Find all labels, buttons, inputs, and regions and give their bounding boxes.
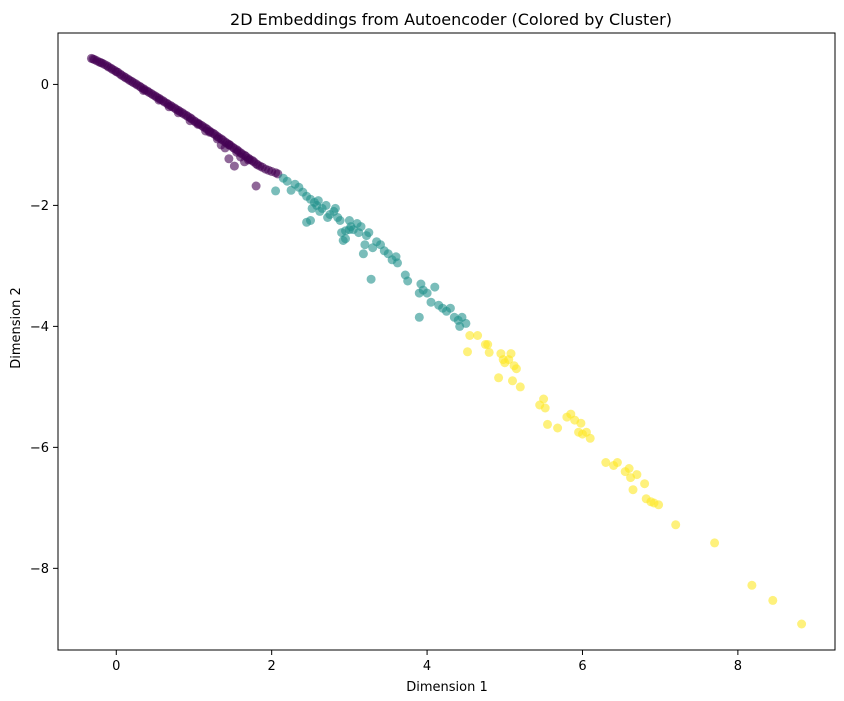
- data-point-cluster-1: [426, 297, 436, 307]
- y-tick-label: −8: [30, 562, 49, 577]
- plot-area: [86, 53, 807, 629]
- data-point-cluster-2: [628, 485, 638, 495]
- y-tick-label: −2: [30, 199, 49, 214]
- data-point-cluster-2: [494, 373, 504, 383]
- data-point-cluster-2: [601, 458, 611, 467]
- data-point-cluster-1: [366, 274, 376, 284]
- data-point-cluster-2: [515, 382, 525, 392]
- data-point-cluster-2: [640, 479, 650, 489]
- x-tick-label: 2: [268, 659, 276, 674]
- data-point-cluster-2: [463, 347, 472, 357]
- axes: 0 2 4 6 8 0 −2 −4 −6 −8: [30, 32, 836, 674]
- x-tick-label: 8: [734, 659, 742, 674]
- data-point-cluster-1: [271, 186, 281, 196]
- data-point-cluster-0: [220, 143, 230, 153]
- x-tick-label: 6: [578, 659, 586, 674]
- data-point-cluster-1: [445, 303, 455, 313]
- chart-title: 2D Embeddings from Autoencoder (Colored …: [230, 10, 672, 29]
- data-point-cluster-2: [585, 433, 595, 443]
- y-tick-label: −6: [30, 441, 49, 456]
- data-point-cluster-2: [506, 349, 516, 359]
- x-tick-label: 4: [423, 659, 431, 674]
- data-point-cluster-2: [797, 619, 807, 629]
- data-point-cluster-2: [465, 331, 475, 340]
- data-point-cluster-2: [612, 458, 622, 467]
- data-point-cluster-2: [654, 500, 664, 510]
- data-point-cluster-1: [282, 176, 292, 186]
- data-point-cluster-1: [461, 318, 471, 328]
- data-point-cluster-2: [747, 580, 757, 590]
- data-point-cluster-1: [356, 222, 366, 232]
- data-point-cluster-0: [229, 161, 239, 171]
- data-point-cluster-0: [154, 95, 164, 105]
- plot-frame: [57, 32, 836, 651]
- data-point-cluster-2: [576, 418, 586, 428]
- y-tick-label: −4: [30, 320, 49, 335]
- data-point-cluster-2: [553, 423, 563, 433]
- data-point-cluster-1: [321, 200, 331, 210]
- data-point-cluster-1: [403, 276, 413, 286]
- data-point-cluster-1: [330, 203, 340, 213]
- data-point-cluster-2: [710, 538, 720, 548]
- data-point-cluster-0: [224, 154, 234, 164]
- data-point-cluster-1: [335, 216, 345, 225]
- data-point-cluster-1: [341, 226, 350, 236]
- data-point-cluster-2: [543, 419, 552, 429]
- data-point-cluster-1: [430, 282, 440, 292]
- data-point-cluster-2: [624, 464, 634, 473]
- data-point-cluster-0: [251, 181, 261, 191]
- data-point-cluster-2: [632, 470, 642, 480]
- x-axis-label: Dimension 1: [406, 680, 488, 695]
- data-point-cluster-2: [539, 394, 549, 404]
- data-point-cluster-2: [483, 340, 493, 349]
- data-point-cluster-2: [671, 520, 681, 530]
- data-point-cluster-2: [768, 595, 778, 605]
- data-point-cluster-0: [240, 157, 249, 167]
- data-point-cluster-2: [508, 376, 517, 386]
- data-point-cluster-0: [164, 102, 174, 112]
- data-point-cluster-1: [364, 228, 374, 238]
- data-point-cluster-0: [201, 126, 211, 136]
- data-point-cluster-1: [393, 258, 402, 268]
- data-point-cluster-0: [193, 119, 203, 129]
- data-point-cluster-2: [484, 347, 494, 357]
- data-point-cluster-2: [540, 403, 550, 413]
- x-tick-label: 0: [112, 659, 120, 674]
- data-point-cluster-2: [511, 364, 521, 374]
- data-point-cluster-1: [422, 288, 432, 298]
- data-point-cluster-1: [414, 312, 424, 322]
- data-point-cluster-1: [341, 234, 350, 244]
- data-point-cluster-0: [185, 116, 195, 126]
- y-tick-label: 0: [41, 78, 49, 93]
- data-point-cluster-2: [473, 331, 483, 340]
- data-point-cluster-1: [358, 249, 368, 259]
- data-point-cluster-0: [173, 108, 183, 118]
- data-point-cluster-1: [313, 196, 323, 206]
- data-point-cluster-0: [139, 86, 148, 95]
- data-point-cluster-1: [360, 240, 370, 250]
- y-axis-label: Dimension 2: [9, 287, 24, 369]
- data-point-cluster-1: [302, 217, 312, 227]
